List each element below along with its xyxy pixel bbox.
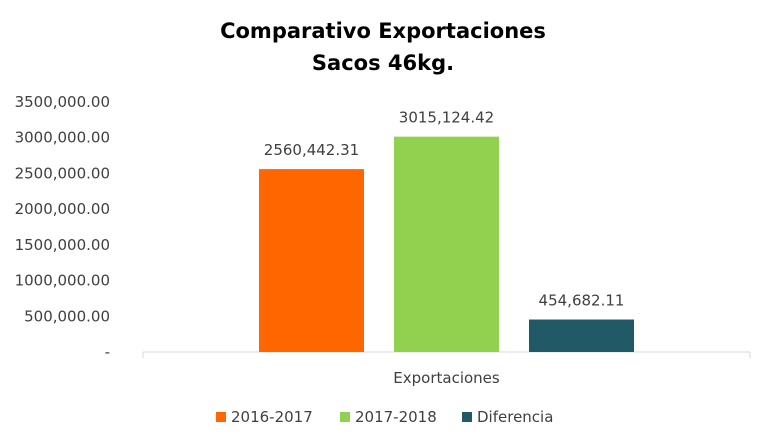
chart-subtitle: Sacos 46kg.	[312, 51, 454, 75]
bar-2017-2018	[394, 136, 499, 352]
legend-swatch	[216, 412, 226, 422]
bar-2016-2017	[259, 169, 364, 352]
y-tick-label: 1500,000.00	[15, 236, 110, 254]
legend-item: Diferencia	[462, 408, 553, 426]
data-label: 3015,124.42	[399, 109, 494, 127]
y-tick-label: 3500,000.00	[15, 93, 110, 111]
y-tick-label: 2000,000.00	[15, 200, 110, 218]
y-tick-label: 3000,000.00	[15, 129, 110, 147]
legend-swatch	[340, 412, 350, 422]
legend-label: Diferencia	[477, 408, 553, 426]
legend-label: 2017-2018	[355, 408, 437, 426]
legend-label: 2016-2017	[231, 408, 313, 426]
plot-area: 2560,442.31 3015,124.42 454,682.11 Exportac…	[142, 109, 751, 387]
y-tick-label: 2500,000.00	[15, 164, 110, 182]
y-tick-label: 500,000.00	[24, 307, 110, 325]
legend-item: 2016-2017	[216, 408, 313, 426]
y-tick-label: 1000,000.00	[15, 272, 110, 290]
data-label: 2560,442.31	[264, 141, 359, 159]
chart-title: Comparativo Exportaciones	[220, 19, 546, 43]
x-category-label: Exportaciones	[393, 369, 500, 387]
data-label: 454,682.11	[539, 292, 625, 310]
legend-item: 2017-2018	[340, 408, 437, 426]
y-axis: - 500,000.00 1000,000.00 1500,000.00 2000,00…	[15, 93, 110, 361]
legend-swatch	[462, 412, 472, 422]
bar-Diferencia	[529, 319, 634, 352]
y-tick-label: -	[105, 343, 110, 361]
legend: 2016-2017 2017-2018 Diferencia	[216, 408, 553, 426]
